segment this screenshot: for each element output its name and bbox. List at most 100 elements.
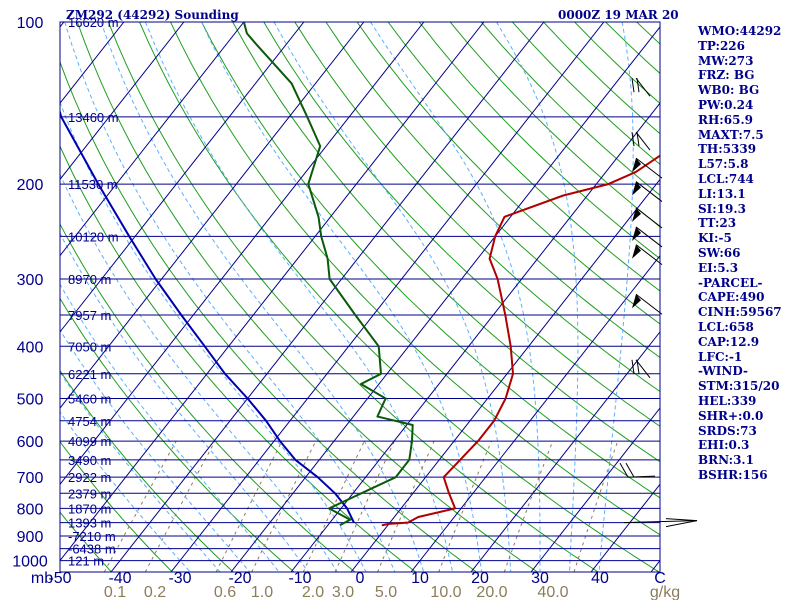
dry-adiabat: [60, 511, 112, 572]
wind-barb: [632, 157, 663, 179]
temperature-tick-label: -40: [108, 570, 131, 587]
mixing-ratio-line: [573, 440, 619, 572]
dry-adiabat: [60, 223, 356, 572]
wind-barb: [631, 359, 651, 379]
height-label: 4099 m: [68, 434, 111, 449]
wind-barb: [619, 462, 656, 478]
wind-barb-staff: [635, 131, 651, 151]
mixing-ratio-line: [503, 440, 554, 572]
index-line: EI:5.3: [698, 260, 739, 275]
dry-adiabat: [418, 22, 660, 260]
wind-barb-pennant: [632, 207, 641, 222]
isotherm: [530, 407, 660, 572]
moist-adiabat: [60, 100, 367, 572]
height-label: 13460 m: [68, 110, 119, 125]
mixing-ratio-label: 0.6: [214, 584, 236, 600]
wind-barb-pennant: [632, 158, 641, 173]
wind-barb-tick: [636, 78, 640, 93]
height-label: -6438 m: [68, 542, 116, 557]
wind-barb-pennant: [632, 181, 641, 196]
isotherm: [170, 22, 605, 572]
mixing-ratio-line: [377, 440, 435, 572]
wind-barb-flag: [665, 518, 698, 528]
dewpoint-trace: [242, 22, 414, 527]
pressure-tick-label: 500: [17, 391, 44, 408]
index-line: LCL:744: [698, 171, 754, 186]
isotherm: [60, 22, 185, 181]
pressure-tick-label: 1000: [12, 554, 48, 571]
wind-barb: [631, 77, 651, 97]
dry-adiabat: [60, 297, 295, 572]
indices-panel: WMO:44292 TP:226 MW:273 FRZ: BG WB0: BG PW:0.…: [698, 24, 798, 483]
wind-barb-staff: [627, 475, 656, 478]
pressure-tick-label: 600: [17, 434, 44, 451]
index-line: LFC:-1: [698, 349, 743, 364]
isotherm: [0, 22, 4, 572]
temperature-tick-label: -30: [168, 570, 191, 587]
wind-barb-pennant: [632, 244, 641, 259]
wind-barb-staff: [635, 293, 663, 315]
isotherm: [60, 22, 365, 409]
wind-barb-tick: [636, 359, 640, 374]
isotherm: [60, 22, 425, 486]
index-line: FRZ: BG: [698, 68, 755, 83]
mixing-ratio-label: g/kg: [650, 584, 680, 600]
index-line: SW:66: [698, 245, 741, 260]
index-line: KI:-5: [698, 231, 732, 246]
wind-barb-staff: [635, 226, 663, 248]
isotherm: [60, 22, 485, 562]
height-label: 7957 m: [68, 308, 111, 323]
temperature-tick-label: -20: [228, 570, 251, 587]
index-line: TT:23: [698, 216, 737, 231]
mixing-ratio-line: [334, 440, 395, 572]
wind-barb: [632, 226, 663, 248]
moist-adiabat: [496, 22, 579, 572]
pressure-tick-label: 300: [17, 272, 44, 289]
parcel-trace: [60, 109, 355, 524]
wind-barb-tick: [619, 462, 629, 478]
index-line: HEL:339: [698, 393, 757, 408]
index-line: PW:0.24: [698, 97, 754, 112]
height-label: 5460 m: [68, 391, 111, 406]
index-line: WMO:44292: [698, 24, 782, 38]
wind-barb-staff: [635, 181, 663, 202]
pressure-tick-label: 400: [17, 339, 44, 356]
mixing-ratio-label: 40.0: [537, 584, 568, 600]
height-label: 4754 m: [68, 414, 111, 429]
isotherm: [60, 22, 305, 333]
mixing-ratio-line: [302, 440, 365, 572]
temperature-tick-label: 10: [411, 570, 429, 587]
wind-barb-tick: [631, 78, 635, 93]
index-line: TP:226: [698, 38, 746, 53]
index-line: L57:5.8: [698, 157, 749, 172]
index-line: CAPE:490: [698, 290, 765, 305]
temperature-tick-label: 20: [471, 570, 489, 587]
wind-barb-tick: [636, 132, 640, 147]
mixing-ratio-label: 3.0: [332, 584, 354, 600]
moist-adiabat: [598, 22, 634, 572]
chart-title: ZM292 (44292) Sounding: [66, 8, 239, 22]
index-line: CINH:59567: [698, 305, 782, 320]
index-line: EHI:0.3: [698, 438, 750, 453]
mixing-ratio-line: [251, 440, 317, 572]
wind-barb: [632, 207, 663, 229]
moist-adiabat: [60, 329, 251, 572]
index-line: SHR+:0.0: [698, 408, 764, 423]
moist-adiabat: [144, 22, 454, 572]
dry-adiabat: [232, 22, 660, 463]
dry-adiabat: [60, 145, 417, 572]
index-line: -PARCEL-: [698, 275, 763, 290]
mixing-ratio-label: 0.2: [144, 584, 166, 600]
dry-adiabat: [60, 369, 234, 572]
temperature-tick-label: -10: [288, 570, 311, 587]
index-line: LCL:658: [698, 319, 754, 334]
dry-adiabat: [60, 60, 477, 572]
pressure-tick-label: 200: [17, 177, 44, 194]
index-line: STM:315/20: [698, 379, 780, 394]
dry-adiabat: [170, 22, 660, 536]
index-line: TH:5339: [698, 142, 757, 157]
wind-barb-tick: [625, 462, 635, 478]
index-line: -WIND-: [698, 364, 748, 379]
moist-adiabat: [60, 283, 280, 572]
height-label: 7050 m: [68, 339, 111, 354]
